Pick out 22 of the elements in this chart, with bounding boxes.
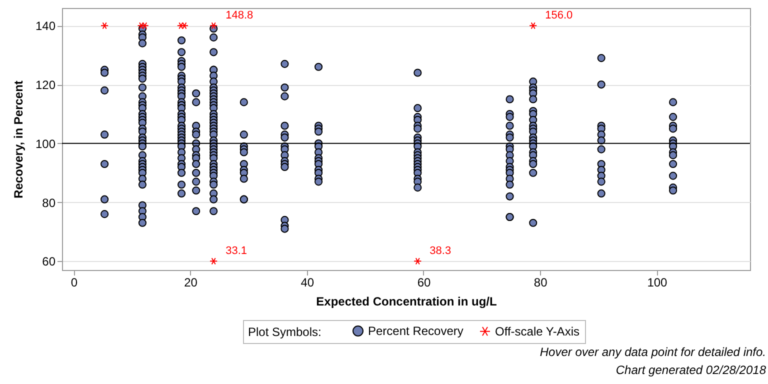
legend-label: Off-scale Y-Axis bbox=[495, 324, 580, 338]
x-tick-label: 20 bbox=[184, 276, 198, 290]
x-tick-label: 60 bbox=[417, 276, 431, 290]
y-tick-label: 140 bbox=[35, 19, 56, 34]
annotation: 148.8 bbox=[226, 10, 254, 22]
annotation: 38.3 bbox=[430, 245, 452, 258]
annotation: 156.0 bbox=[545, 10, 573, 22]
legend-title: Plot Symbols: bbox=[248, 325, 322, 339]
x-tick-label: 0 bbox=[70, 276, 78, 290]
y-tick-label: 60 bbox=[42, 254, 56, 269]
legend-label: Percent Recovery bbox=[368, 324, 464, 338]
y-tick-label: 80 bbox=[42, 196, 56, 210]
x-axis-title: Expected Concentration in ug/L bbox=[316, 294, 497, 308]
text: Hover over any data point for detailed info. bbox=[540, 345, 766, 359]
text: Chart generated 02/28/2018 bbox=[616, 363, 766, 377]
y-axis-title: Recovery, in Percent bbox=[11, 80, 26, 198]
y-tick-label: 120 bbox=[35, 78, 56, 92]
annotation: 33.1 bbox=[226, 245, 248, 258]
x-tick-label: 40 bbox=[300, 276, 314, 290]
x-tick-label: 80 bbox=[534, 276, 548, 290]
y-tick-label: 100 bbox=[35, 136, 56, 151]
x-tick-label: 100 bbox=[647, 276, 668, 290]
